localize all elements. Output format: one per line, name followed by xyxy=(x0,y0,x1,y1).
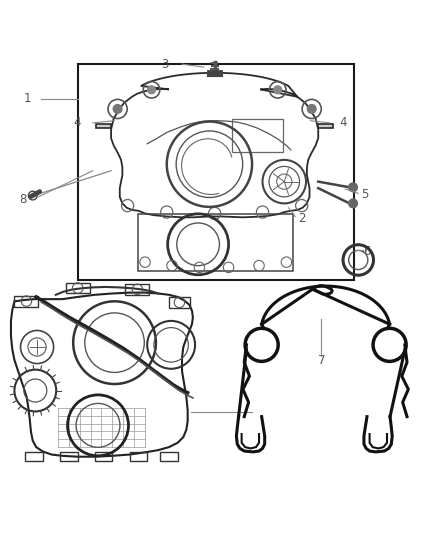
Bar xyxy=(95,452,113,462)
Text: 5: 5 xyxy=(361,188,368,201)
Bar xyxy=(25,452,43,462)
Bar xyxy=(66,282,90,294)
Text: 2: 2 xyxy=(298,212,305,225)
Circle shape xyxy=(349,183,357,192)
Bar xyxy=(130,452,147,462)
Text: 1: 1 xyxy=(24,92,31,106)
Text: 4: 4 xyxy=(339,116,347,130)
Text: 6: 6 xyxy=(363,245,371,258)
Circle shape xyxy=(349,199,357,208)
Circle shape xyxy=(113,104,122,114)
Bar xyxy=(160,452,178,462)
Circle shape xyxy=(148,86,155,94)
Bar xyxy=(60,452,78,462)
Text: 8: 8 xyxy=(19,192,27,206)
Bar xyxy=(14,296,39,306)
Bar xyxy=(78,64,354,279)
Polygon shape xyxy=(318,124,333,128)
Bar xyxy=(138,214,293,271)
Bar xyxy=(232,119,283,152)
Text: 4: 4 xyxy=(74,116,81,130)
Bar xyxy=(169,297,190,308)
Bar xyxy=(125,284,149,295)
Text: 7: 7 xyxy=(318,353,325,367)
Circle shape xyxy=(274,86,282,94)
Text: 3: 3 xyxy=(161,58,168,70)
Polygon shape xyxy=(96,124,111,128)
Circle shape xyxy=(307,104,316,114)
